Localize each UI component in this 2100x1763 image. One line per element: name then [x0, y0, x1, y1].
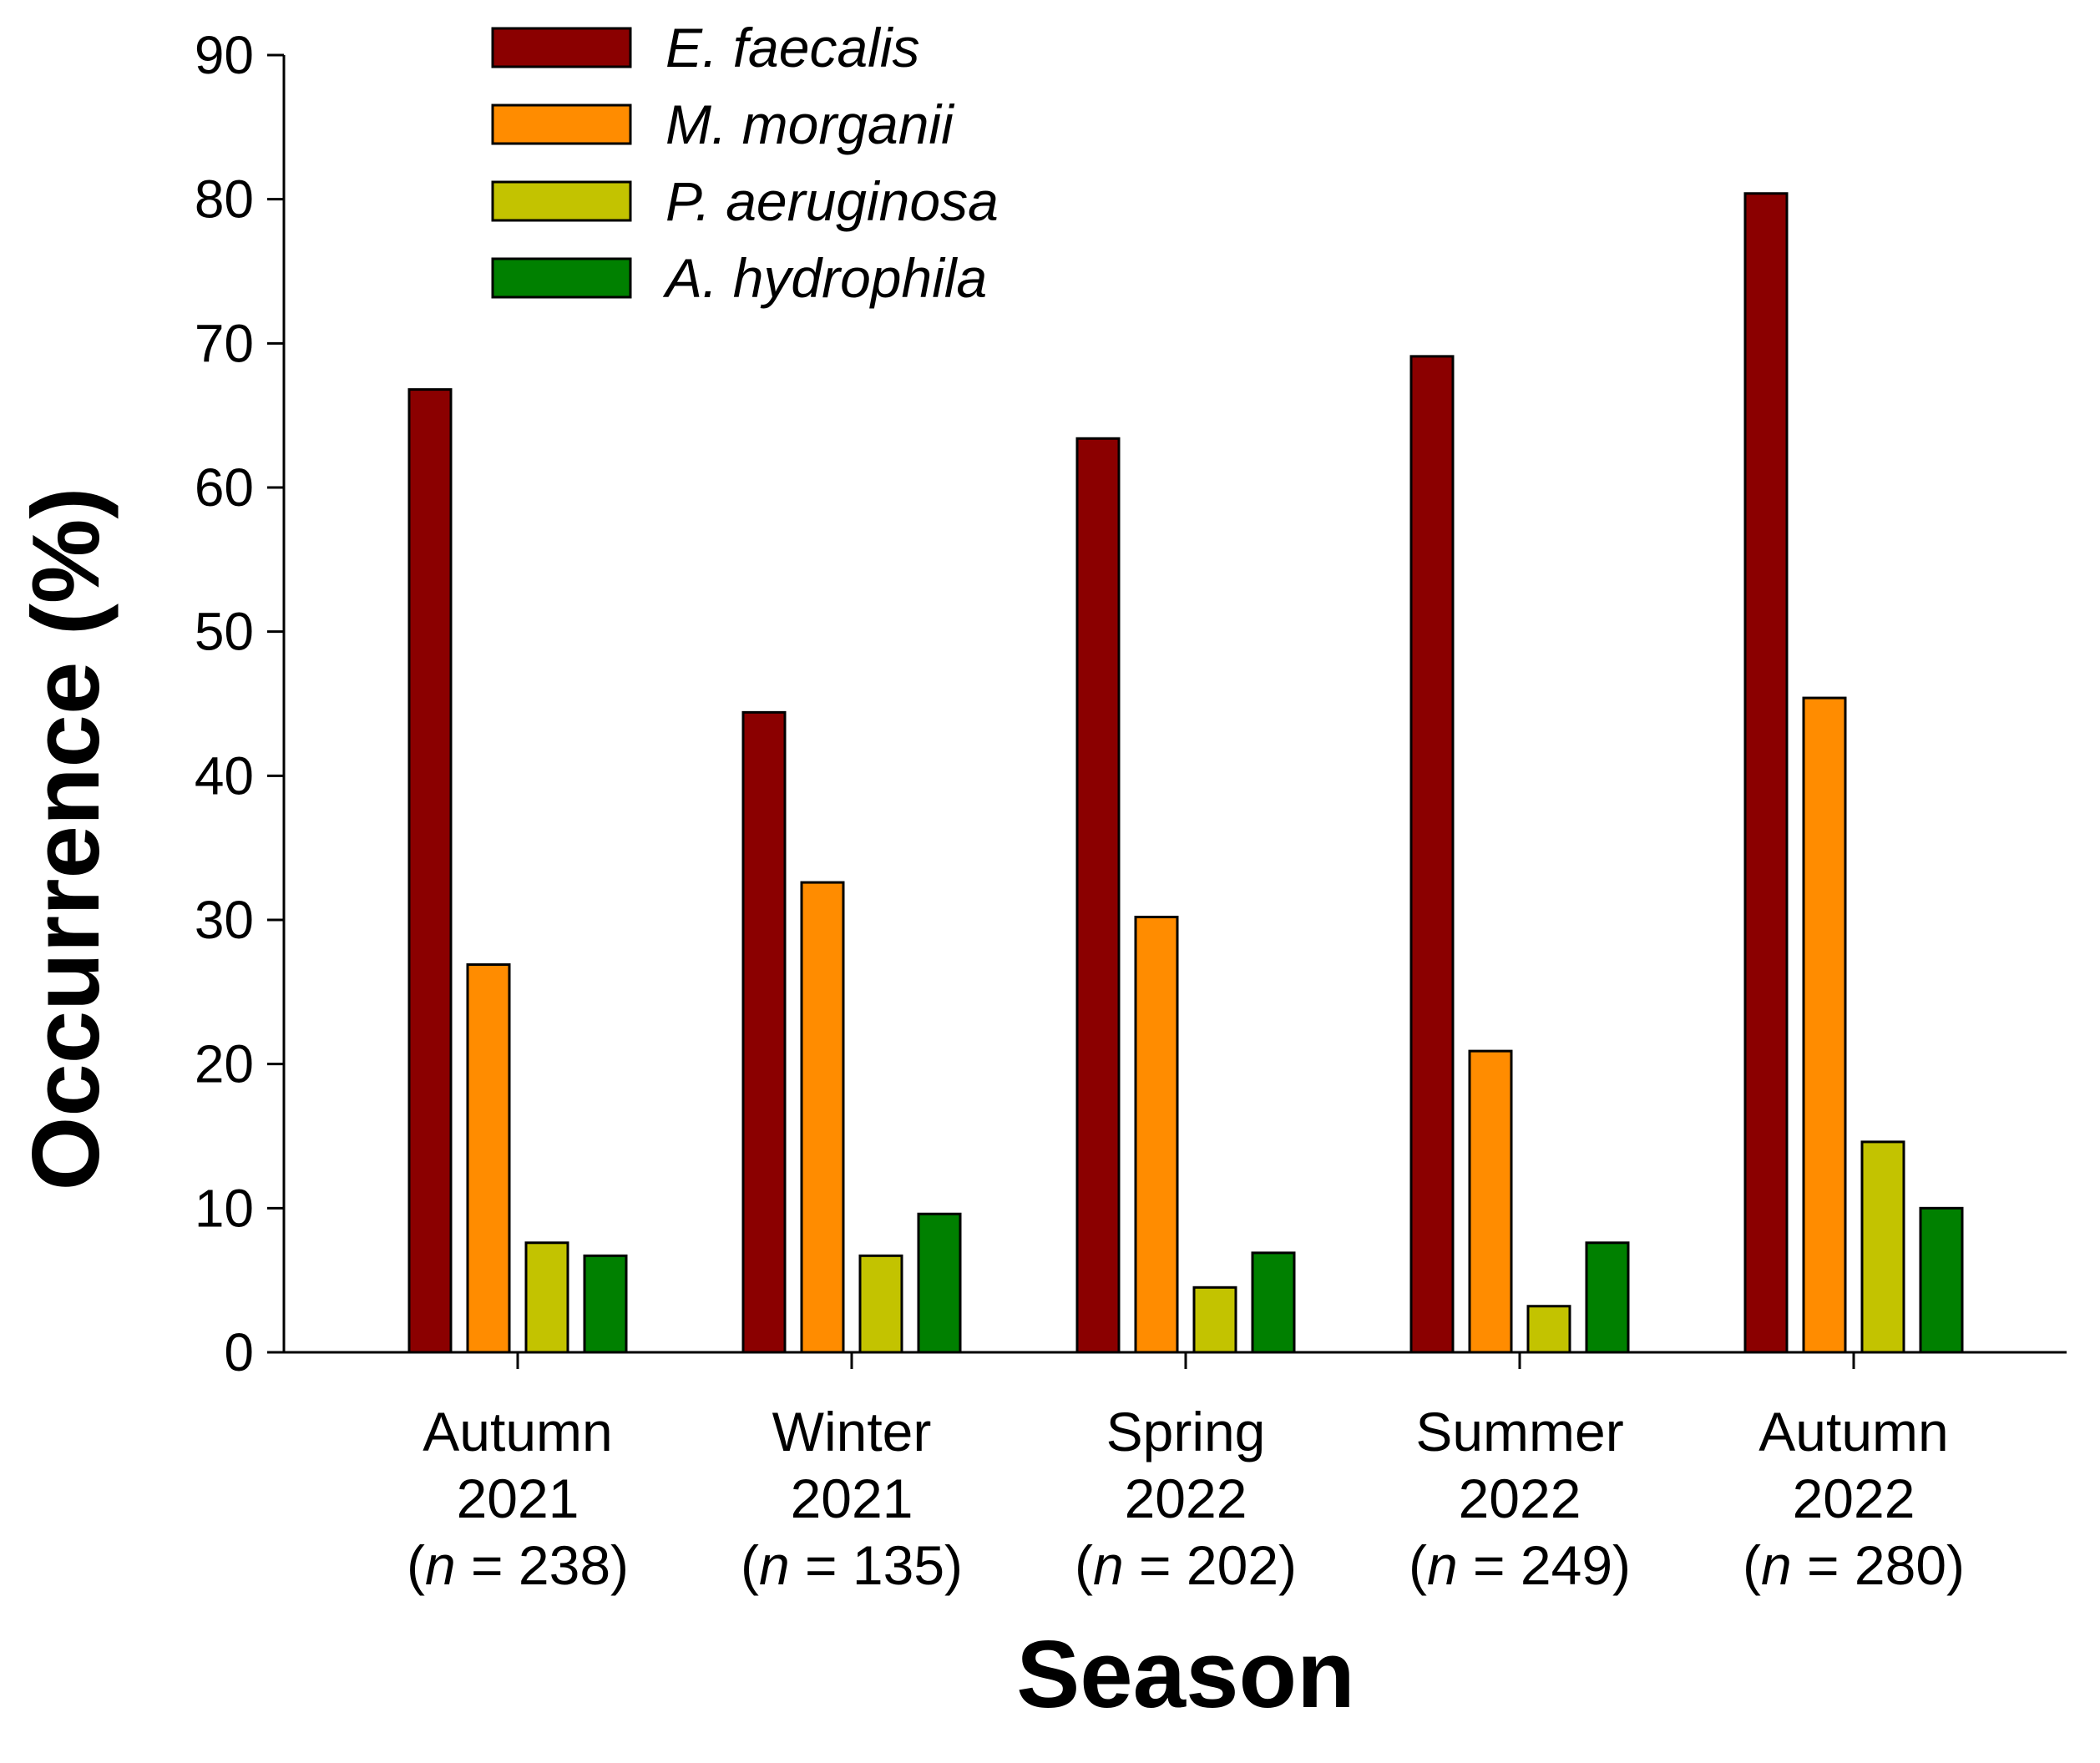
legend-swatch [491, 104, 632, 145]
bar-a-hydrophila-3 [1251, 1251, 1296, 1354]
y-tick-label: 50 [195, 602, 254, 662]
y-tick-label: 80 [195, 169, 254, 230]
legend-label: E. faecalis [665, 17, 919, 78]
legend-label: A. hydrophila [662, 247, 987, 309]
y-tick-label: 40 [195, 745, 254, 806]
y-tick-label: 20 [195, 1034, 254, 1094]
bar-a-hydrophila-5 [1919, 1206, 1964, 1354]
x-tick-label-year: 2022 [1793, 1467, 1915, 1529]
x-tick-label-year: 2022 [1459, 1467, 1581, 1529]
x-tick-label-year: 2021 [791, 1467, 913, 1529]
x-tick-label-sample-size: (n = 202) [1075, 1534, 1297, 1596]
x-tick-label-sample-size: (n = 249) [1409, 1534, 1631, 1596]
bar-p-aeruginosa-5 [1860, 1140, 1905, 1354]
x-tick-label-season: Summer [1415, 1401, 1623, 1462]
legend-swatch [491, 257, 632, 299]
bar-a-hydrophila-2 [917, 1212, 962, 1354]
bar-a-hydrophila-4 [1585, 1241, 1630, 1354]
y-tick-label: 0 [224, 1322, 254, 1382]
x-tick-label-year: 2022 [1125, 1467, 1247, 1529]
bar-m-morganii-1 [466, 963, 511, 1354]
legend: E. faecalis M. morganii P. aeruginosa A. hy… [491, 17, 999, 309]
x-tick-label-sample-size: (n = 238) [407, 1534, 629, 1596]
legend-swatch [491, 180, 632, 222]
x-tick-label-sample-size: (n = 135) [741, 1534, 963, 1596]
legend-label: M. morganii [665, 93, 955, 155]
x-tick-label-season: Autumn [1758, 1401, 1948, 1462]
x-tick-label-season: Winter [772, 1401, 932, 1462]
bar-e-faecalis-1 [407, 388, 453, 1354]
y-axis-title: Occurrence (%) [13, 487, 119, 1191]
bar-m-morganii-3 [1134, 916, 1179, 1354]
y-tick-label: 60 [195, 457, 254, 518]
y-tick-label: 30 [195, 890, 254, 950]
x-tick-label-year: 2021 [457, 1467, 579, 1529]
legend-label: P. aeruginosa [665, 170, 999, 232]
bar-p-aeruginosa-4 [1526, 1305, 1571, 1354]
bar-p-aeruginosa-3 [1192, 1286, 1237, 1354]
bar-e-faecalis-4 [1409, 355, 1455, 1354]
bar-m-morganii-2 [800, 881, 845, 1354]
y-tick-label: 10 [195, 1178, 254, 1238]
bars [407, 192, 1964, 1354]
bar-p-aeruginosa-1 [524, 1241, 569, 1354]
bar-p-aeruginosa-2 [858, 1254, 903, 1354]
x-tick-label-season: Spring [1106, 1401, 1266, 1462]
bar-e-faecalis-2 [741, 710, 787, 1354]
legend-swatch [491, 27, 632, 68]
y-tick-label: 70 [195, 313, 254, 373]
bar-a-hydrophila-1 [583, 1254, 628, 1354]
x-axis-title: Season [1016, 1622, 1355, 1728]
bar-e-faecalis-3 [1075, 437, 1121, 1354]
bar-m-morganii-5 [1802, 696, 1847, 1354]
y-tick-label: 90 [195, 25, 254, 85]
bar-e-faecalis-5 [1743, 192, 1789, 1354]
x-tick-label-season: Autumn [423, 1401, 612, 1462]
x-tick-label-sample-size: (n = 280) [1743, 1534, 1965, 1596]
bar-m-morganii-4 [1468, 1049, 1513, 1354]
